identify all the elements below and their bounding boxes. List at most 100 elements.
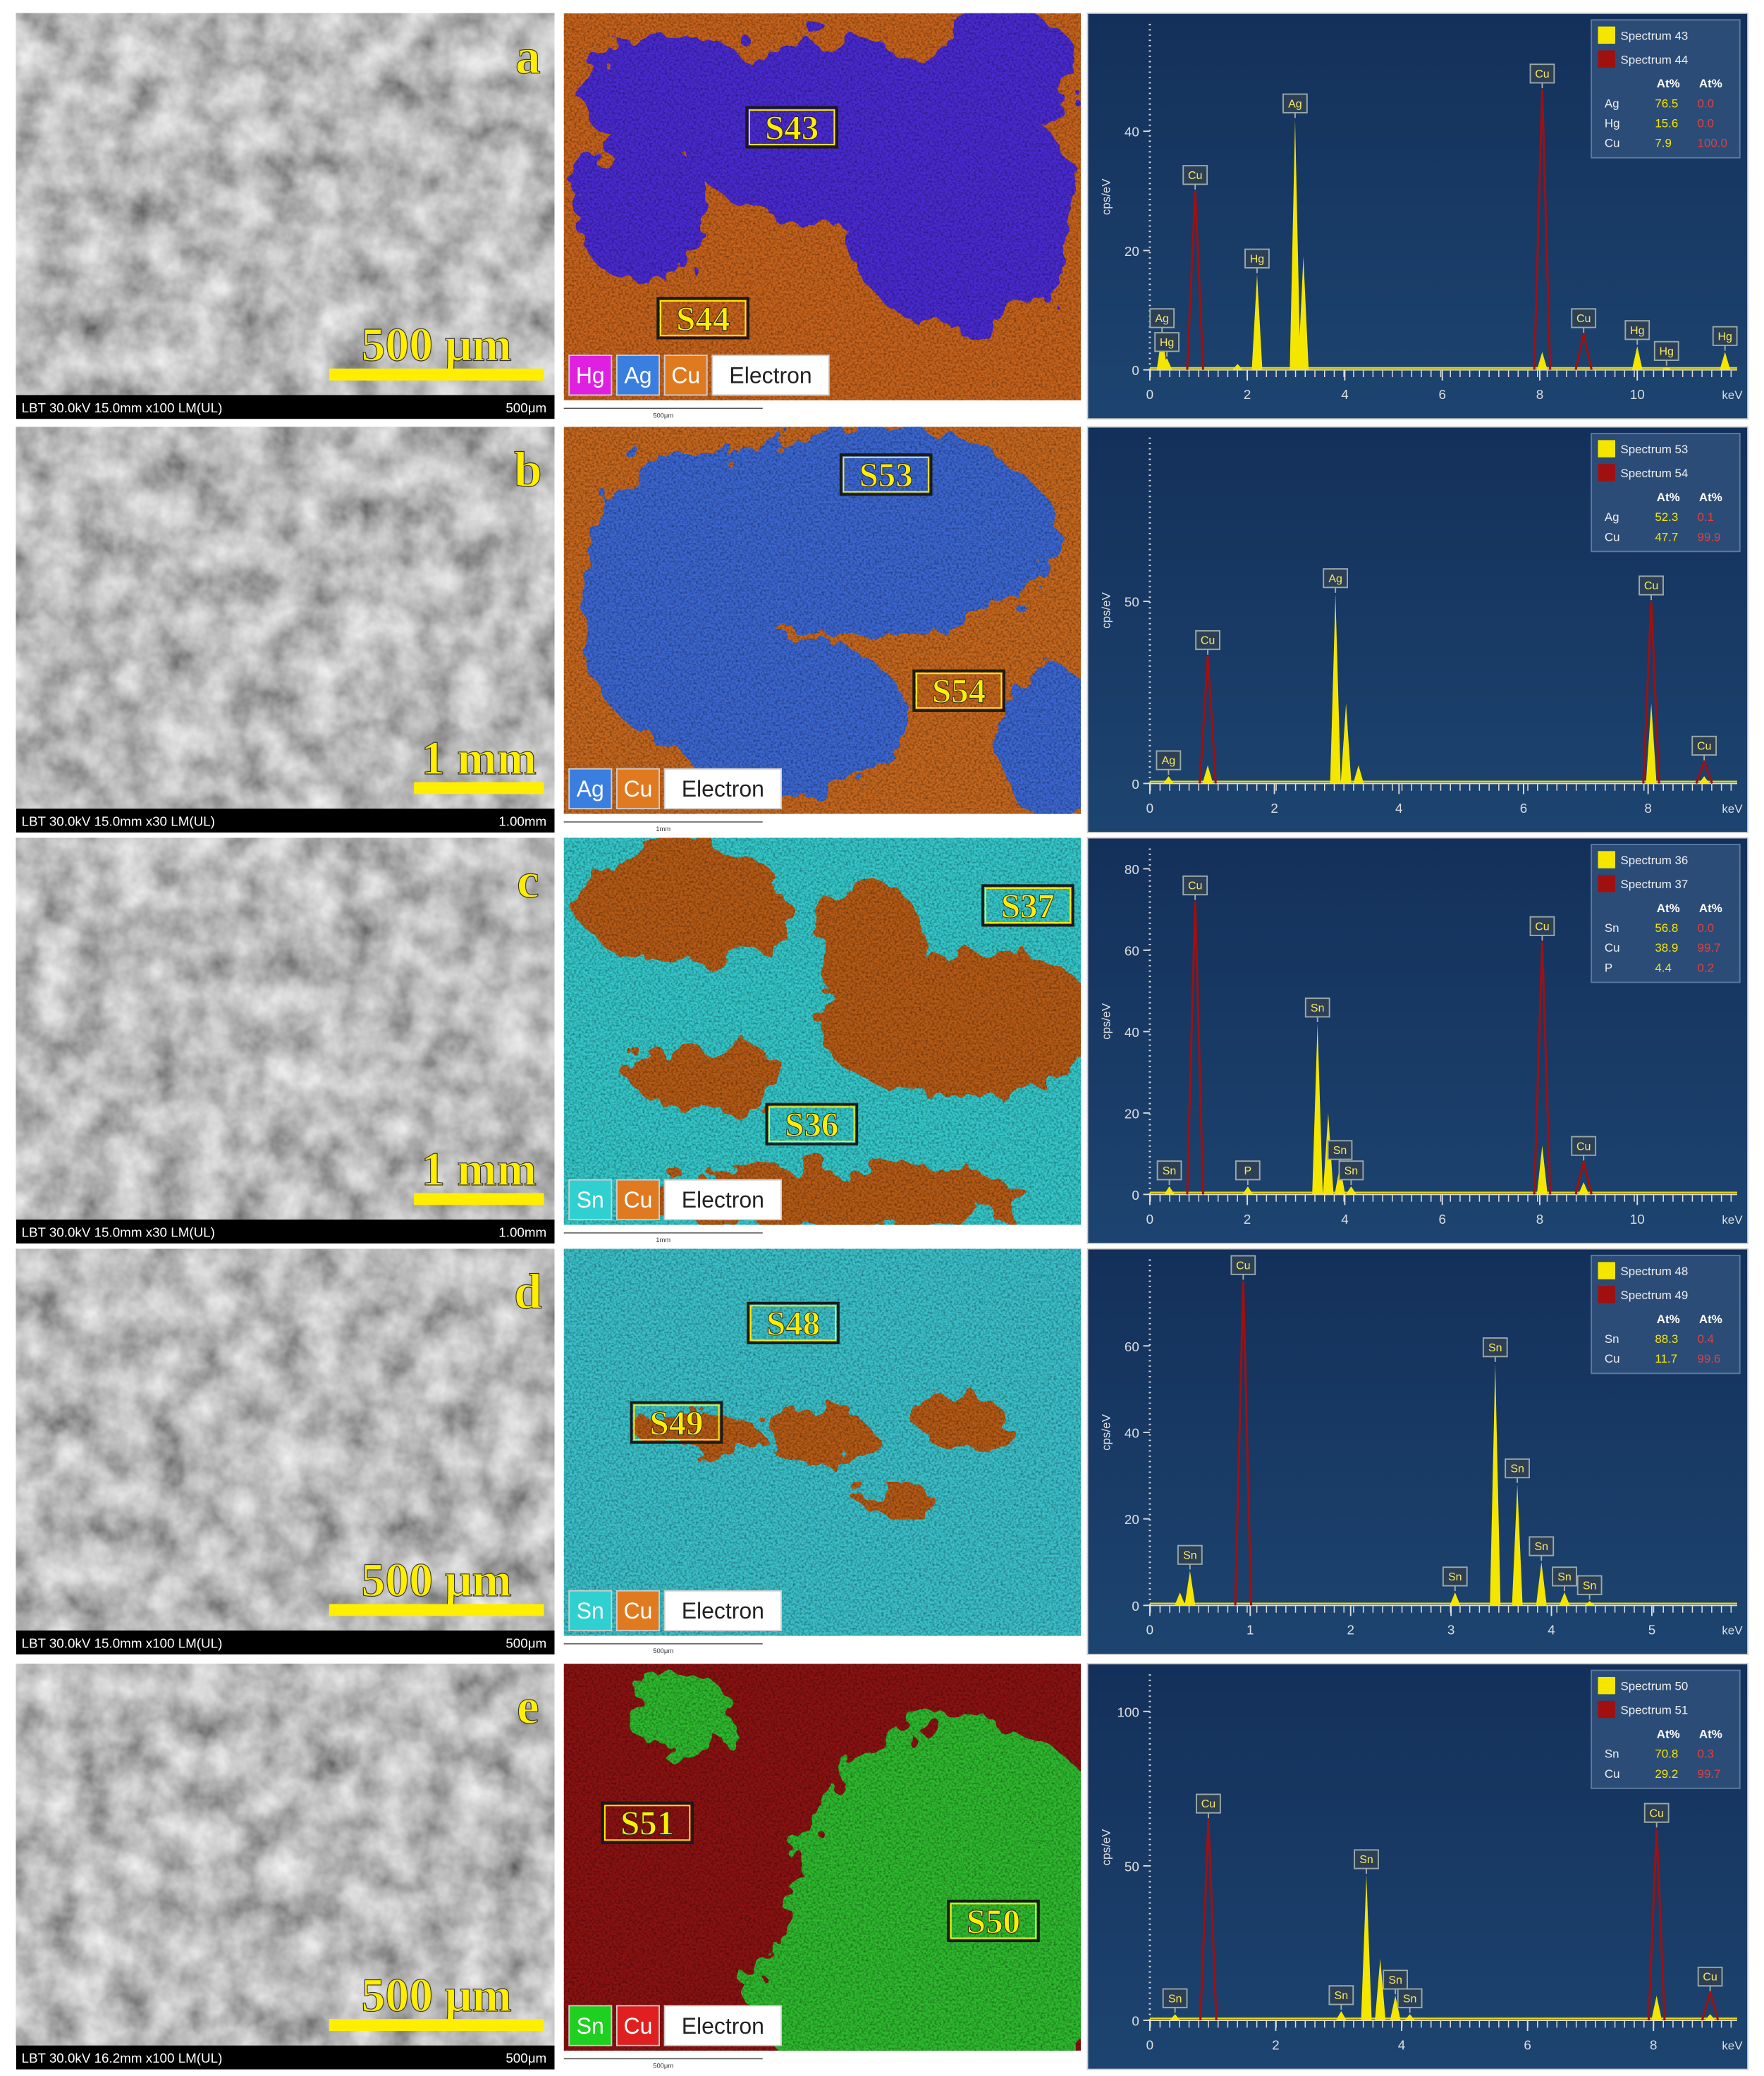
peak xyxy=(1533,942,1552,1195)
peak-label: Hg xyxy=(1717,331,1732,343)
peak-label: Cu xyxy=(1188,170,1202,182)
peak-label: Sn xyxy=(1403,1993,1417,2005)
x-tick-label: 0 xyxy=(1146,801,1153,816)
peak-label-box xyxy=(1505,1458,1530,1479)
peak xyxy=(1175,1592,1186,1606)
legend-swatch xyxy=(1598,1700,1615,1719)
peak xyxy=(1651,1995,1662,2021)
map-legend-label: Ag xyxy=(624,362,651,388)
x-tick-label: 0 xyxy=(1146,1623,1153,1638)
scale-bar xyxy=(329,1604,544,1616)
y-axis-label: cps/eV xyxy=(1099,1413,1113,1450)
x-tick-label: 8 xyxy=(1650,2037,1657,2052)
region-box-inner xyxy=(915,672,1003,709)
peak-label: Sn xyxy=(1557,1571,1572,1583)
sem-footer-left: LBT 30.0kV 16.2mm x100 LM(UL) xyxy=(21,2051,222,2065)
legend-swatch xyxy=(1598,1286,1615,1303)
y-tick-label: 80 xyxy=(1125,862,1139,877)
table-header: At% xyxy=(1699,77,1722,90)
peak xyxy=(1647,1829,1666,2021)
peak-label-box xyxy=(1354,1849,1379,1869)
y-tick-label: 40 xyxy=(1125,1425,1139,1440)
map-legend-label: Cu xyxy=(624,776,653,801)
map-legend-label: Hg xyxy=(576,362,605,388)
legend-swatch xyxy=(1598,440,1615,457)
x-tick-label: 2 xyxy=(1347,1623,1354,1638)
scale-bar-text: 500 μm xyxy=(362,319,512,371)
sem-footer xyxy=(16,1220,555,1243)
peak-label: Cu xyxy=(1535,68,1549,80)
y-tick-label: 0 xyxy=(1132,1188,1139,1203)
scale-bar-text: 1 mm xyxy=(422,1143,537,1196)
region-box xyxy=(630,1401,723,1444)
peak-label-box xyxy=(1154,332,1180,352)
region-box-inner xyxy=(843,456,929,493)
peak-label-box xyxy=(1338,1160,1364,1181)
peak xyxy=(1251,274,1263,370)
region-label: S54 xyxy=(932,672,986,711)
y-tick-label: 40 xyxy=(1125,1025,1139,1040)
x-tick-label: 1 xyxy=(1247,1623,1254,1638)
legend-swatch xyxy=(1598,26,1615,44)
table-header: At% xyxy=(1657,902,1680,915)
peak xyxy=(1312,1023,1323,1195)
peak xyxy=(1186,901,1204,1195)
eds-map xyxy=(563,1664,1082,2051)
region-box-inner xyxy=(768,1106,855,1143)
peak-label: Sn xyxy=(1388,1974,1402,1986)
peak-label-box xyxy=(1282,93,1308,113)
table-cell: 0.3 xyxy=(1698,1748,1715,1761)
y-tick-label: 40 xyxy=(1125,125,1139,140)
peak xyxy=(1512,1484,1523,1606)
region-box xyxy=(656,297,749,340)
region-box xyxy=(765,1103,859,1146)
table-cell: 70.8 xyxy=(1655,1748,1678,1761)
eds-map xyxy=(563,426,1082,814)
map-texture xyxy=(563,13,1082,400)
peak xyxy=(1720,352,1731,370)
region-box-inner xyxy=(633,1404,720,1441)
map-texture xyxy=(563,426,1082,814)
region-box-inner xyxy=(749,109,835,145)
region-box-inner xyxy=(604,1805,691,1841)
map-legend-chip xyxy=(568,2005,613,2046)
peak-label-box xyxy=(1624,320,1650,340)
sem-footer-left: LBT 30.0kV 15.0mm x30 LM(UL) xyxy=(21,1225,214,1240)
table-cell: Ag xyxy=(1605,510,1619,524)
y-tick-label: 50 xyxy=(1125,595,1139,610)
x-tick-label: 8 xyxy=(1536,1212,1543,1227)
legend-swatch xyxy=(1598,1262,1615,1279)
region-box xyxy=(747,1301,840,1344)
legend-label: Spectrum 37 xyxy=(1620,878,1688,891)
x-tick-label: 6 xyxy=(1520,801,1527,816)
peak xyxy=(1340,703,1352,784)
x-unit: keV xyxy=(1722,388,1743,402)
sem-footer-right: 500μm xyxy=(506,1636,546,1651)
y-tick-label: 0 xyxy=(1132,1599,1139,1614)
peak xyxy=(1345,1186,1356,1195)
sem-footer-right: 1.00mm xyxy=(498,1225,546,1240)
x-unit: keV xyxy=(1722,2039,1743,2052)
map-legend-label: Cu xyxy=(624,1598,653,1623)
peak-label-box xyxy=(1529,1536,1555,1556)
spectrum-legend xyxy=(1591,1254,1741,1375)
table-cell: 0.0 xyxy=(1698,921,1715,935)
peak xyxy=(1298,256,1309,370)
peak-label: Cu xyxy=(1535,921,1549,933)
region-box-inner xyxy=(749,1305,837,1341)
table-cell: Cu xyxy=(1605,941,1620,954)
peak-label-box xyxy=(1576,1575,1603,1595)
sem-footer-left: LBT 30.0kV 15.0mm x30 LM(UL) xyxy=(21,814,214,829)
peak-label-box xyxy=(1529,63,1555,84)
legend-label: Spectrum 54 xyxy=(1620,467,1688,480)
table-cell: Sn xyxy=(1605,1332,1619,1346)
peak-label: Sn xyxy=(1448,1571,1462,1583)
peak-label-box xyxy=(1304,997,1330,1018)
map-scale-text: 1mm xyxy=(656,1236,670,1243)
region-label: S49 xyxy=(649,1404,703,1442)
peak-label-box xyxy=(1182,875,1208,896)
region-box xyxy=(745,106,838,149)
peak xyxy=(1450,1592,1461,1606)
region-box-inner xyxy=(950,1903,1037,1939)
peak-label-box xyxy=(1653,340,1679,361)
